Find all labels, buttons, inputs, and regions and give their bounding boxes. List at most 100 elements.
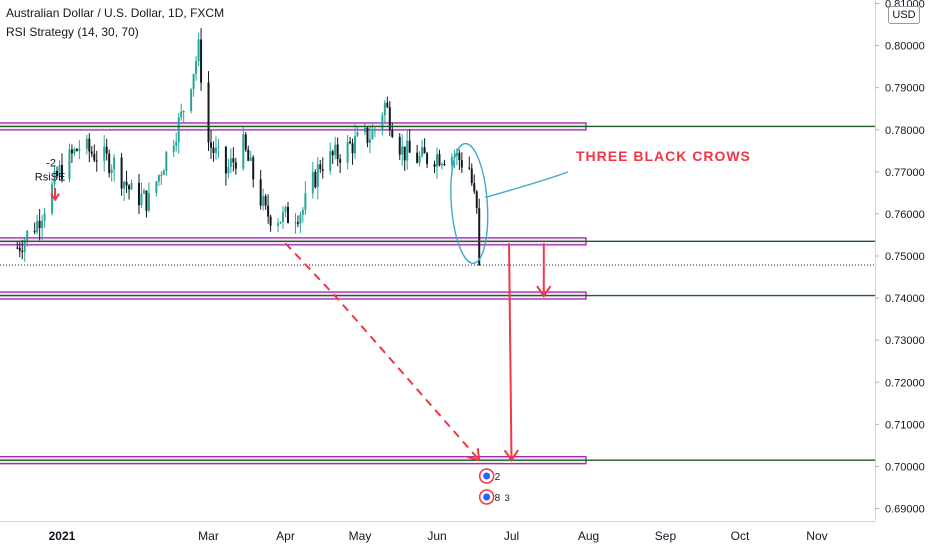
candle-body [259,179,262,206]
candle-body [85,138,88,149]
candle-body [172,145,175,152]
strategy-title[interactable]: RSI Strategy (14, 30, 70) [6,25,139,39]
three-black-crows-annotation: THREE BLACK CROWS [576,148,751,164]
drawings: -2 RsiSE 2 8 3 [35,142,569,505]
candle-body [383,102,386,116]
price-tick-label: 0.75000 [885,251,925,263]
candle-body [319,164,322,170]
candle-body [366,127,369,143]
candle-body [217,146,220,148]
candle-body [408,140,411,153]
candle-body [58,164,61,177]
candle-body [311,171,314,194]
price-tick-label: 0.74000 [885,293,925,305]
candle-body [373,129,376,132]
candle-body [26,230,29,241]
chart-legend: Australian Dollar / U.S. Dollar, 1D, FXC… [6,4,224,42]
candle-body [95,160,98,162]
candle-body [214,147,217,153]
signal-name: RsiSE [35,172,66,184]
candle-body [304,193,307,210]
candle-body [363,127,366,132]
candle-body [331,151,334,156]
time-tick-label: Jul [504,529,519,543]
highlight-circle [450,142,489,264]
candle-body [426,153,429,164]
candle-body [458,152,461,161]
candle-body [279,221,282,224]
candle-body [155,181,158,193]
candle-body [438,154,441,166]
candle-body [478,208,481,266]
candle-body [200,39,203,83]
price-tick-label: 0.71000 [885,419,925,431]
price-tick-label: 0.80000 [885,41,925,53]
candle-body [269,216,272,226]
candle-body [249,157,252,161]
candle-body [51,184,54,214]
candle-body [314,171,317,188]
candle-body [145,190,148,211]
candle-body [321,169,324,171]
time-tick-label: Mar [198,529,219,543]
candle-body [264,196,267,206]
candle-body [406,140,409,161]
candle-body [423,147,426,154]
candle-body [294,222,297,224]
candle-body [147,192,150,211]
candle-body [450,157,453,165]
price-tick-label: 0.73000 [885,335,925,347]
candle-body [43,213,46,221]
candle-body [197,39,200,61]
candle-body [301,209,304,215]
currency-badge[interactable]: USD [888,6,920,24]
forecast-arrow [508,243,513,461]
candle-body [90,151,93,154]
candle-body [93,153,96,161]
candle-body [108,153,111,174]
sell-signal-arrow-icon [50,187,60,202]
candle-body [33,230,36,233]
candle-body [244,134,247,150]
time-tick-label: Apr [276,529,295,543]
price-tick-label: 0.79000 [885,83,925,95]
price-tick-label: 0.77000 [885,167,925,179]
forecast-arrowhead [467,448,481,462]
time-tick-label: Nov [806,529,827,543]
candle-body [130,182,133,190]
candle-body [277,223,280,226]
candle-body [224,146,227,174]
time-tick-label: May [349,529,372,543]
candle-body [36,220,39,233]
candle-body [16,247,19,249]
candle-body [56,170,59,177]
candle-body [381,115,384,130]
candle-body [232,158,235,163]
candle-body [455,152,458,157]
price-tick-label: 0.78000 [885,125,925,137]
candle-body [68,149,71,180]
candle-body [212,147,215,153]
candle-body [339,159,342,163]
annotation-connector [485,171,569,199]
flag-event-dot-icon [483,493,491,501]
time-tick-label: 2021 [49,529,76,543]
candle-body [227,166,230,174]
candle-body [125,181,128,186]
candle-body [349,141,352,144]
candle-body [388,107,391,131]
candle-body [21,250,24,252]
candle-body [247,149,250,161]
candle-body [403,146,406,161]
price-tick-label: 0.72000 [885,377,925,389]
candle-body [105,146,108,154]
candle-body [242,134,245,169]
candle-body [180,111,183,118]
candle-body [207,82,210,143]
price-tick-label: 0.70000 [885,461,925,473]
candle-body [113,157,116,170]
symbol-title[interactable]: Australian Dollar / U.S. Dollar, 1D, FXC… [6,6,225,20]
candle-body [120,157,123,189]
